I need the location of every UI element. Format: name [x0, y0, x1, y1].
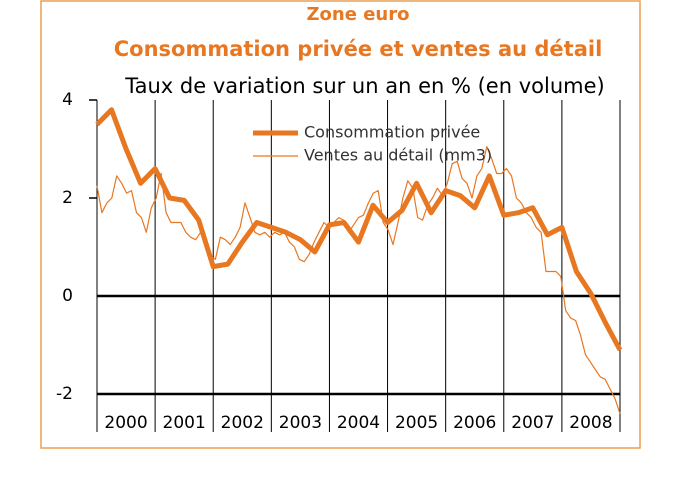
- legend-label: Ventes au détail (mm3): [304, 146, 492, 165]
- y-tick-label: 0: [62, 286, 73, 306]
- y-tick-label: 4: [62, 90, 73, 110]
- chart-title: Zone euro: [307, 4, 410, 25]
- y-tick-label: 2: [62, 188, 73, 208]
- x-tick-label: 2004: [337, 413, 380, 433]
- x-tick-label: 2003: [279, 413, 322, 433]
- y-tick-label: -2: [56, 384, 73, 404]
- frame: [40, 0, 641, 449]
- x-tick-label: 2008: [569, 413, 612, 433]
- series-line: [95, 107, 623, 352]
- x-tick-label: 2002: [221, 413, 264, 433]
- x-tick-label: 2005: [395, 413, 438, 433]
- x-tick-label: 2001: [163, 413, 206, 433]
- chart-subtitle: Consommation privée et ventes au détail: [114, 37, 603, 61]
- y-label: Taux de variation sur un an en % (en vol…: [124, 74, 604, 98]
- x-tick-label: 2006: [453, 413, 496, 433]
- legend-label: Consommation privée: [304, 123, 480, 142]
- series-line: [96, 146, 621, 414]
- x-tick-label: 2000: [104, 413, 147, 433]
- x-tick-label: 2007: [511, 413, 554, 433]
